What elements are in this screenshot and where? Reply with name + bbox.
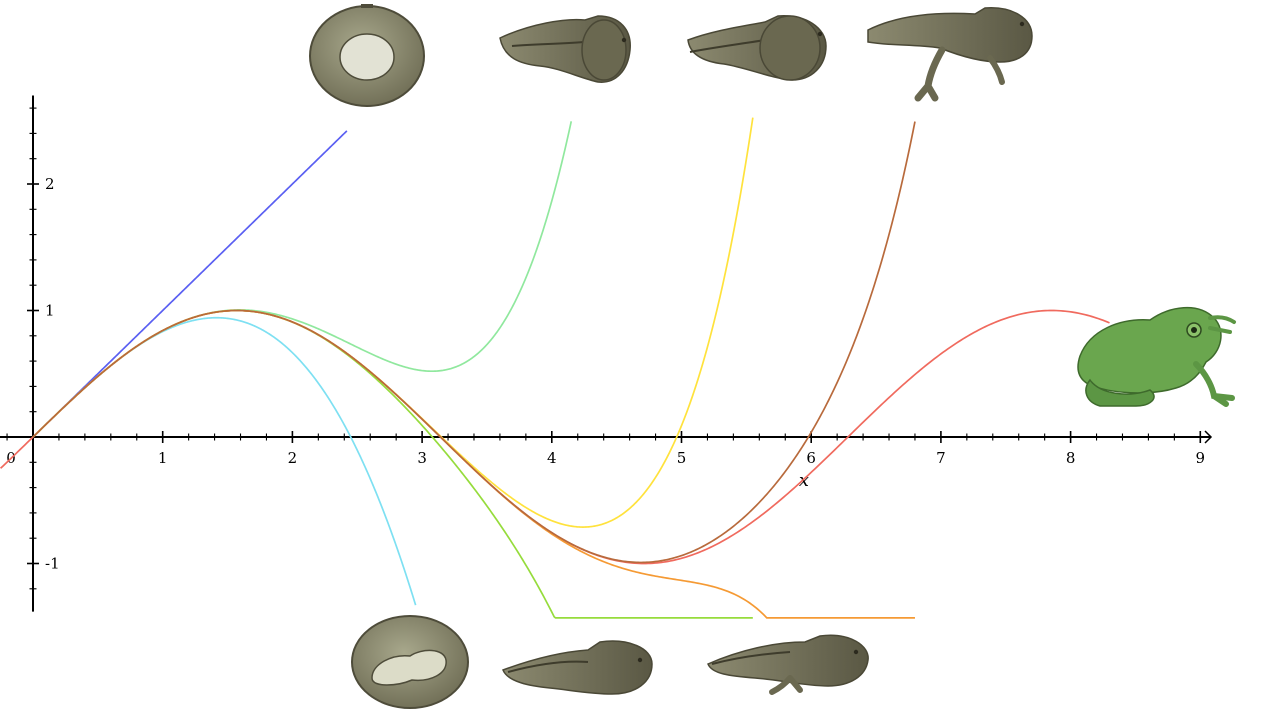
tadpole-icon bbox=[687, 15, 827, 81]
tadpole-with-legs-icon bbox=[707, 634, 869, 695]
y-axis-ticks bbox=[27, 107, 39, 590]
x-axis-title: x bbox=[799, 470, 809, 491]
tadpole-icon bbox=[502, 640, 653, 695]
embryo-egg-icon bbox=[351, 615, 469, 709]
illustrations bbox=[309, 4, 1236, 709]
series-layer bbox=[0, 117, 1110, 619]
x-tick-label: 7 bbox=[936, 449, 946, 467]
series-line-degree-3 bbox=[32, 316, 417, 606]
x-tick-label: 5 bbox=[677, 449, 687, 467]
y-axis-tick-labels: -1 1 2 bbox=[45, 175, 60, 573]
x-tick-label: 6 bbox=[806, 449, 816, 467]
x-tick-label: 8 bbox=[1066, 449, 1076, 467]
tadpole-icon bbox=[499, 15, 631, 83]
tadpole-with-legs-icon bbox=[867, 7, 1033, 102]
series-line-degree-9 bbox=[32, 117, 754, 528]
series-line-degree-5 bbox=[32, 121, 573, 438]
y-tick-label: 2 bbox=[45, 175, 55, 193]
y-tick-label: 1 bbox=[45, 302, 55, 320]
x-tick-label: 9 bbox=[1196, 449, 1206, 467]
x-tick-label: 2 bbox=[288, 449, 298, 467]
egg-icon bbox=[309, 4, 425, 107]
x-tick-label: 4 bbox=[547, 449, 557, 467]
frog-icon bbox=[1077, 306, 1236, 407]
y-tick-label: -1 bbox=[45, 555, 60, 573]
series-line-degree-13 bbox=[32, 121, 916, 564]
x-tick-label: 3 bbox=[417, 449, 427, 467]
series-line-degree-1 bbox=[32, 130, 348, 438]
series-line-degree-7 bbox=[32, 309, 753, 619]
x-axis-arrow bbox=[1204, 430, 1213, 444]
x-tick-label: 1 bbox=[158, 449, 168, 467]
